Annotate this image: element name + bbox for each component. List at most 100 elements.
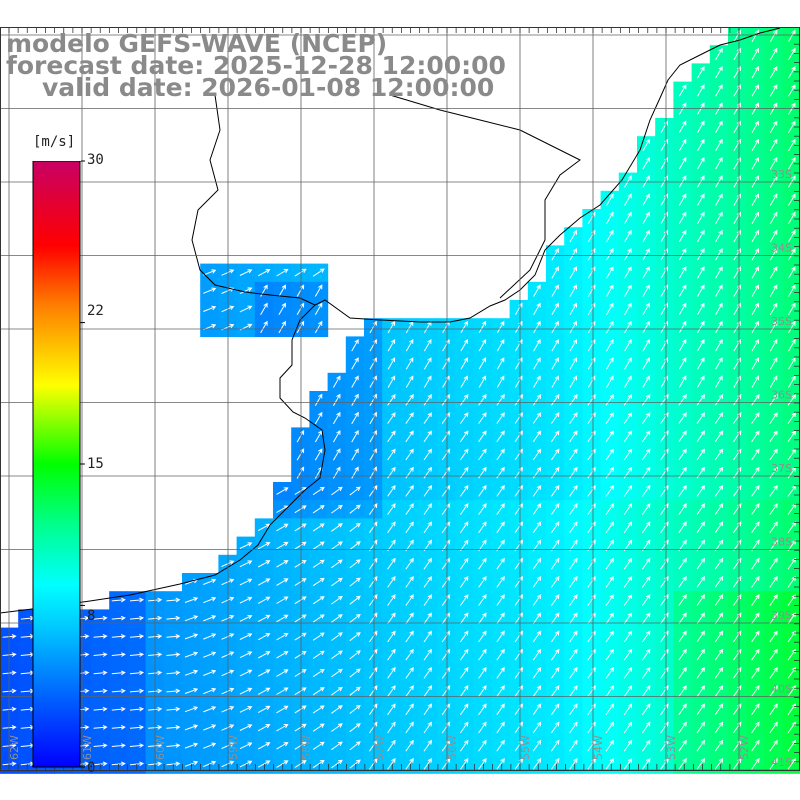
wind-arrow bbox=[423, 521, 432, 534]
wind-arrow bbox=[605, 612, 614, 625]
wind-arrow bbox=[623, 503, 633, 515]
wind-arrow bbox=[550, 575, 560, 588]
wind-arrow bbox=[751, 412, 760, 424]
wind-arrow bbox=[423, 503, 432, 515]
wind-arrow bbox=[605, 757, 614, 770]
wind-arrow bbox=[751, 630, 760, 643]
wind-arrow bbox=[696, 757, 705, 770]
wind-arrow bbox=[660, 284, 668, 297]
wind-arrow bbox=[769, 557, 778, 570]
wind-arrow bbox=[732, 484, 742, 497]
wind-arrow bbox=[260, 302, 268, 315]
wind-arrow bbox=[496, 757, 505, 770]
wind-arrow bbox=[276, 269, 289, 277]
wind-arrow bbox=[349, 723, 361, 733]
wind-arrow bbox=[569, 430, 578, 443]
wind-arrow bbox=[678, 375, 687, 388]
wind-arrow bbox=[569, 412, 578, 424]
wind-arrow bbox=[678, 703, 687, 716]
wind-arrow bbox=[532, 466, 542, 479]
wind-arrow bbox=[294, 705, 307, 714]
wind-arrow bbox=[606, 284, 614, 297]
wind-arrow bbox=[696, 739, 705, 752]
wind-arrow bbox=[533, 375, 541, 388]
wind-arrow bbox=[715, 375, 723, 388]
wind-arrow bbox=[405, 612, 414, 625]
wind-arrow bbox=[423, 339, 432, 352]
wind-arrow bbox=[641, 648, 651, 661]
wind-arrow bbox=[606, 211, 614, 224]
wind-arrow bbox=[660, 320, 668, 334]
wind-arrow bbox=[111, 743, 126, 748]
wind-arrow bbox=[569, 721, 578, 734]
wind-arrow bbox=[551, 248, 559, 261]
wind-arrow bbox=[239, 706, 253, 713]
wind-arrow bbox=[678, 575, 687, 588]
wind-arrow bbox=[478, 393, 487, 406]
lat-label: 34S bbox=[771, 242, 792, 255]
wind-arrow bbox=[184, 615, 199, 622]
wind-arrow bbox=[605, 648, 614, 661]
wind-arrow bbox=[641, 521, 651, 534]
wind-arrow bbox=[769, 157, 778, 170]
wind-arrow bbox=[787, 557, 796, 570]
wind-arrow bbox=[312, 486, 325, 496]
wind-arrow bbox=[623, 393, 633, 406]
wind-arrow bbox=[478, 430, 487, 443]
wind-arrow bbox=[788, 357, 796, 370]
wind-arrow bbox=[641, 703, 651, 716]
wind-arrow bbox=[678, 284, 687, 297]
wind-arrow bbox=[221, 596, 235, 604]
wind-arrow bbox=[184, 688, 199, 694]
wind-arrow bbox=[496, 484, 505, 497]
wind-arrow bbox=[769, 302, 778, 315]
wind-arrow bbox=[387, 521, 396, 534]
wind-arrow bbox=[660, 248, 668, 261]
wind-arrow bbox=[697, 66, 705, 79]
wind-arrow bbox=[732, 521, 742, 534]
lat-lon-grid bbox=[0, 27, 800, 771]
wind-arrow bbox=[276, 614, 289, 623]
wind-arrow bbox=[660, 266, 668, 279]
wind-arrow bbox=[312, 268, 325, 277]
wind-arrow bbox=[423, 739, 432, 752]
wind-arrow bbox=[642, 357, 650, 370]
wind-arrow bbox=[715, 339, 723, 352]
wind-arrow bbox=[257, 724, 271, 732]
wind-arrow bbox=[551, 375, 559, 388]
wind-arrow bbox=[696, 666, 705, 679]
wind-arrow bbox=[111, 652, 126, 657]
wind-arrow bbox=[257, 269, 271, 277]
wind-arrow bbox=[332, 448, 341, 461]
lon-label: 58W bbox=[300, 735, 313, 760]
wind-arrow bbox=[276, 596, 289, 604]
wind-arrow bbox=[569, 666, 578, 679]
wind-arrow bbox=[221, 724, 235, 731]
wind-arrow bbox=[166, 597, 181, 603]
wind-arrow bbox=[532, 757, 542, 770]
wind-arrow bbox=[93, 743, 108, 748]
wind-arrow bbox=[788, 320, 796, 334]
wind-arrow bbox=[660, 138, 668, 152]
wind-arrow bbox=[623, 648, 633, 661]
wind-arrow bbox=[405, 557, 414, 570]
wind-arrow bbox=[641, 685, 651, 697]
wind-arrow bbox=[751, 721, 760, 734]
wind-arrow bbox=[349, 595, 361, 605]
wind-arrow bbox=[751, 248, 759, 261]
wind-arrow bbox=[641, 448, 651, 461]
wind-arrow bbox=[678, 157, 687, 170]
wind-arrow bbox=[532, 630, 542, 643]
wind-arrow bbox=[569, 248, 577, 261]
wind-arrow bbox=[276, 705, 289, 714]
wind-arrow bbox=[423, 757, 432, 770]
wind-arrow bbox=[715, 266, 723, 279]
wind-arrow bbox=[405, 721, 414, 734]
wind-arrow bbox=[697, 375, 705, 388]
wind-arrow bbox=[678, 393, 687, 406]
wind-arrow bbox=[294, 559, 307, 568]
wind-arrow bbox=[294, 614, 307, 623]
wind-arrow bbox=[239, 578, 253, 586]
wind-arrow bbox=[751, 284, 759, 297]
wind-arrow bbox=[294, 632, 307, 641]
